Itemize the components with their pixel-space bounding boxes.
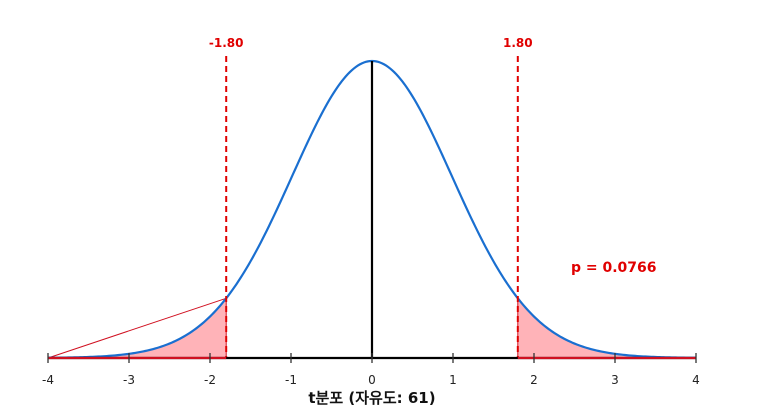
x-tick-label: 0 (368, 373, 376, 387)
tail-area-right (517, 296, 697, 359)
critical-labels: -1.80 1.80 (209, 36, 533, 50)
x-tick-label: 3 (611, 373, 619, 387)
x-tick-labels: -4 -3 -2 -1 0 1 2 3 4 (42, 373, 700, 387)
x-axis (47, 353, 697, 363)
x-tick-label: 2 (530, 373, 538, 387)
x-tick-label: 4 (692, 373, 700, 387)
x-tick-label: -4 (42, 373, 54, 387)
tail-edge-line (47, 297, 227, 359)
p-value-label: p = 0.0766 (571, 260, 657, 276)
x-tick-label: 1 (449, 373, 457, 387)
x-tick-label: -2 (204, 373, 216, 387)
critical-lines (225, 56, 519, 358)
critical-label-left: -1.80 (209, 36, 244, 50)
critical-label-right: 1.80 (503, 36, 533, 50)
x-tick-label: -3 (123, 373, 135, 387)
x-tick-label: -1 (285, 373, 297, 387)
x-axis-title: t분포 (자유도: 61) (308, 389, 435, 407)
